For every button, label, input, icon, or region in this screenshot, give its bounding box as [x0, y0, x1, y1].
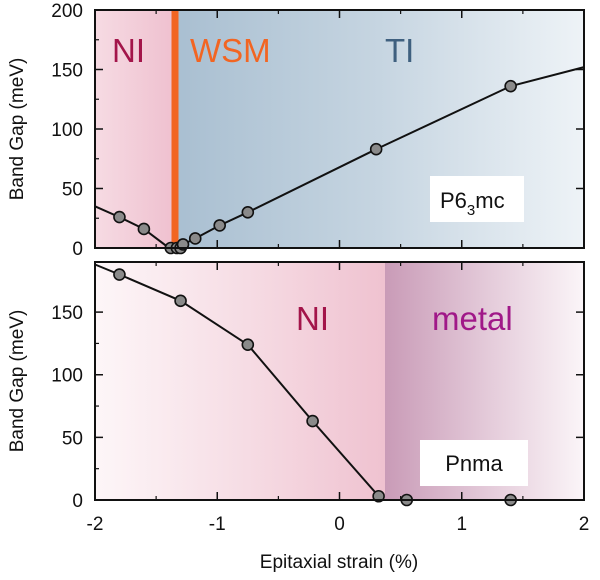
top-data-point — [137, 222, 151, 236]
top-panel-frame — [94, 9, 585, 249]
phase-label-bottom: Pnma — [445, 451, 503, 476]
top-ytick-label: 0 — [72, 239, 83, 260]
x-tick-label: 1 — [456, 514, 467, 535]
x-tick-label: 0 — [334, 514, 345, 535]
top-ytick-label: 100 — [51, 120, 83, 141]
phase-label-box-bottom — [420, 440, 528, 486]
x-tick-label: -1 — [209, 514, 226, 535]
x-tick-label: 2 — [579, 514, 590, 535]
region-label-ti: TI — [385, 32, 414, 69]
top-data-point — [213, 219, 226, 232]
bottom-data-point — [306, 414, 319, 428]
top-ytick-label: 150 — [51, 61, 83, 82]
phase-label-box-top — [430, 176, 524, 222]
top-panel: 0 50 100 150 200 NI WSM TI P63mc Band Gap (m… — [7, 1, 585, 260]
bottom-data-point — [174, 294, 187, 308]
top-ytick-label: 200 — [51, 1, 83, 22]
region-label-wsm: WSM — [190, 32, 271, 69]
bottom-ytick-label: 100 — [51, 366, 83, 387]
top-ytick-label: 50 — [62, 180, 83, 201]
bottom-region-ni-bg — [95, 262, 385, 500]
bottom-ytick-label: 0 — [72, 491, 83, 512]
top-data-point — [188, 232, 202, 245]
top-data-point — [504, 79, 517, 93]
region-label-metal: metal — [432, 300, 513, 337]
region-label-ni-bottom: NI — [296, 300, 329, 337]
x-tick-label: -2 — [87, 514, 104, 535]
top-y-axis-label: Band Gap (meV) — [7, 58, 28, 201]
x-axis-label: Epitaxial strain (%) — [260, 552, 418, 573]
bottom-ytick-label: 150 — [51, 303, 83, 324]
phase-label-top: P63mc — [440, 188, 505, 219]
bottom-data-point — [241, 338, 255, 351]
top-y-axis-ticks: 0 50 100 150 200 — [51, 1, 584, 260]
bottom-y-axis-label: Band Gap (meV) — [7, 310, 28, 453]
top-region-ni-bg — [95, 10, 175, 248]
bottom-ytick-label: 50 — [62, 428, 83, 449]
bottom-data-point — [372, 489, 385, 503]
bottom-panel: 0 50 100 150 -2 -1 0 1 2 NI metal Pnma Band Gap… — [7, 261, 590, 573]
bottom-panel-frame — [94, 261, 585, 501]
bottom-data-point — [113, 268, 126, 281]
top-data-point — [241, 206, 255, 219]
region-label-ni-top: NI — [112, 32, 145, 69]
top-data-point — [113, 210, 126, 224]
top-data-point — [369, 142, 383, 156]
